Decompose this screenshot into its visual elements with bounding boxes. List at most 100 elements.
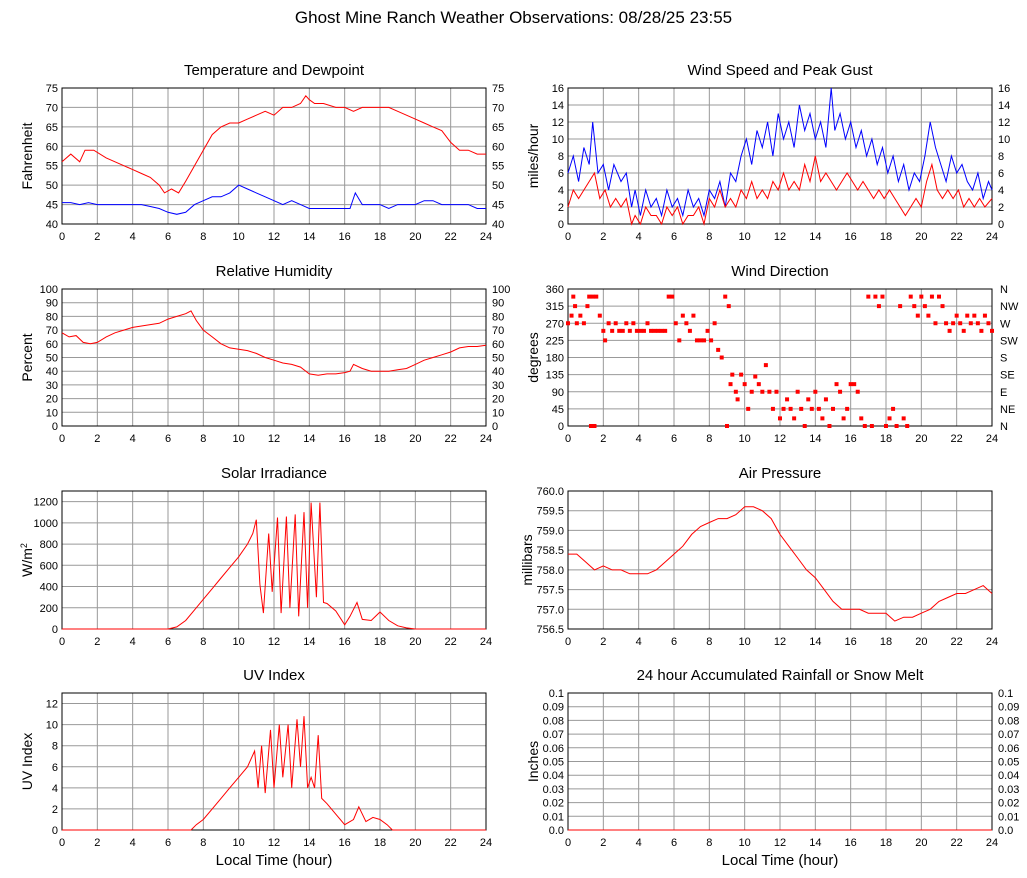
data-point: [915, 313, 920, 318]
data-point: [937, 294, 941, 299]
y-tick-label-right: 70: [492, 325, 504, 337]
y-tick-label: 90: [552, 387, 564, 399]
x-tick-label: 14: [303, 433, 315, 445]
data-point: [680, 313, 685, 318]
y-tick-label: 90: [46, 298, 58, 310]
data-point: [712, 321, 717, 326]
data-point: [859, 416, 864, 421]
data-point: [922, 304, 927, 309]
x-tick-label: 24: [986, 231, 998, 243]
y-tick-label-right: 30: [492, 380, 504, 392]
y-tick-label-right: 10: [492, 407, 504, 419]
y-tick-label: 12: [552, 117, 564, 129]
x-tick-label: 4: [130, 433, 136, 445]
y-tick-label: 0.05: [543, 757, 564, 769]
x-tick-label: 18: [880, 433, 892, 445]
data-point: [869, 424, 874, 428]
y-tick-label-right: 80: [492, 311, 504, 323]
data-point: [673, 321, 678, 326]
data-point: [944, 321, 949, 326]
y-tick-label: 180: [546, 353, 564, 365]
x-tick-label: 2: [94, 837, 100, 849]
x-tick-label: 8: [200, 837, 206, 849]
x-tick-label: 10: [739, 636, 751, 648]
y-tick-label: 0: [558, 219, 564, 231]
y-tick-label: 60: [46, 339, 58, 351]
x-tick-label: 16: [339, 636, 351, 648]
data-point: [979, 328, 984, 333]
data-point: [788, 406, 793, 411]
x-tick-label: 22: [445, 231, 457, 243]
data-point: [912, 304, 917, 309]
data-point: [767, 389, 772, 394]
data-point: [792, 416, 797, 421]
x-tick-label: 22: [445, 433, 457, 445]
x-tick-label: 22: [445, 636, 457, 648]
data-point: [687, 328, 692, 333]
x-tick-label: 2: [600, 636, 606, 648]
compass-label: N: [1000, 421, 1008, 433]
y-tick-label-right: 100: [492, 284, 510, 296]
y-tick-label: 0: [52, 825, 58, 837]
x-tick-label: 18: [880, 837, 892, 849]
data-point: [908, 294, 913, 299]
data-point: [742, 382, 747, 387]
y-tick-label: 45: [46, 200, 58, 212]
series-line-0: [62, 716, 486, 831]
series-line-0: [61, 94, 486, 194]
data-point: [573, 304, 578, 309]
plot-frame: [61, 87, 487, 225]
x-tick-label: 6: [671, 231, 677, 243]
x-tick-label: 6: [671, 433, 677, 445]
data-point: [627, 328, 632, 333]
data-point: [666, 294, 671, 299]
y-tick-label: 0.02: [543, 798, 564, 810]
x-tick-label: 0: [59, 636, 65, 648]
x-tick-label: 16: [845, 636, 857, 648]
chart-title: Temperature and Dewpoint: [184, 62, 365, 79]
data-point: [634, 328, 639, 333]
data-point: [926, 313, 931, 318]
x-tick-label: 6: [671, 837, 677, 849]
data-point: [961, 328, 966, 333]
y-tick-label: 0: [52, 624, 58, 636]
x-tick-label: 10: [739, 231, 751, 243]
x-tick-label: 14: [303, 837, 315, 849]
y-tick-label: 2: [52, 804, 58, 816]
data-point: [972, 313, 977, 318]
x-tick-label: 0: [565, 433, 571, 445]
data-point: [982, 313, 987, 318]
data-point: [601, 328, 606, 333]
y-tick-label-right: 75: [492, 83, 504, 95]
y-tick-label: 100: [40, 284, 58, 296]
x-tick-label: 6: [671, 636, 677, 648]
y-tick-label: 70: [46, 325, 58, 337]
data-point: [954, 313, 959, 318]
compass-label: NW: [1000, 301, 1019, 313]
x-tick-label: 4: [130, 636, 136, 648]
y-axis-label: Inches: [525, 741, 541, 782]
x-tick-label: 4: [130, 837, 136, 849]
x-tick-label: 14: [303, 231, 315, 243]
x-tick-label: 10: [233, 837, 245, 849]
x-tick-label: 24: [986, 636, 998, 648]
y-tick-label: 50: [46, 353, 58, 365]
x-tick-label: 24: [480, 837, 492, 849]
y-tick-label-right: 0.07: [998, 729, 1019, 741]
data-point: [613, 321, 618, 326]
x-tick-label: 16: [339, 433, 351, 445]
x-tick-label: 14: [809, 636, 821, 648]
data-point: [947, 328, 952, 333]
x-tick-label: 18: [880, 636, 892, 648]
y-tick-label-right: 0.03: [998, 784, 1019, 796]
y-tick-label-right: 4: [998, 185, 1004, 197]
y-tick-label-right: 8: [998, 151, 1004, 163]
y-tick-label: 756.5: [536, 624, 564, 636]
data-point: [684, 321, 689, 326]
data-point: [891, 406, 896, 411]
data-point: [578, 313, 583, 318]
y-tick-label: 800: [40, 539, 58, 551]
x-tick-label: 6: [165, 433, 171, 445]
x-tick-label: 0: [59, 433, 65, 445]
chart-title: Wind Speed and Peak Gust: [687, 62, 873, 79]
